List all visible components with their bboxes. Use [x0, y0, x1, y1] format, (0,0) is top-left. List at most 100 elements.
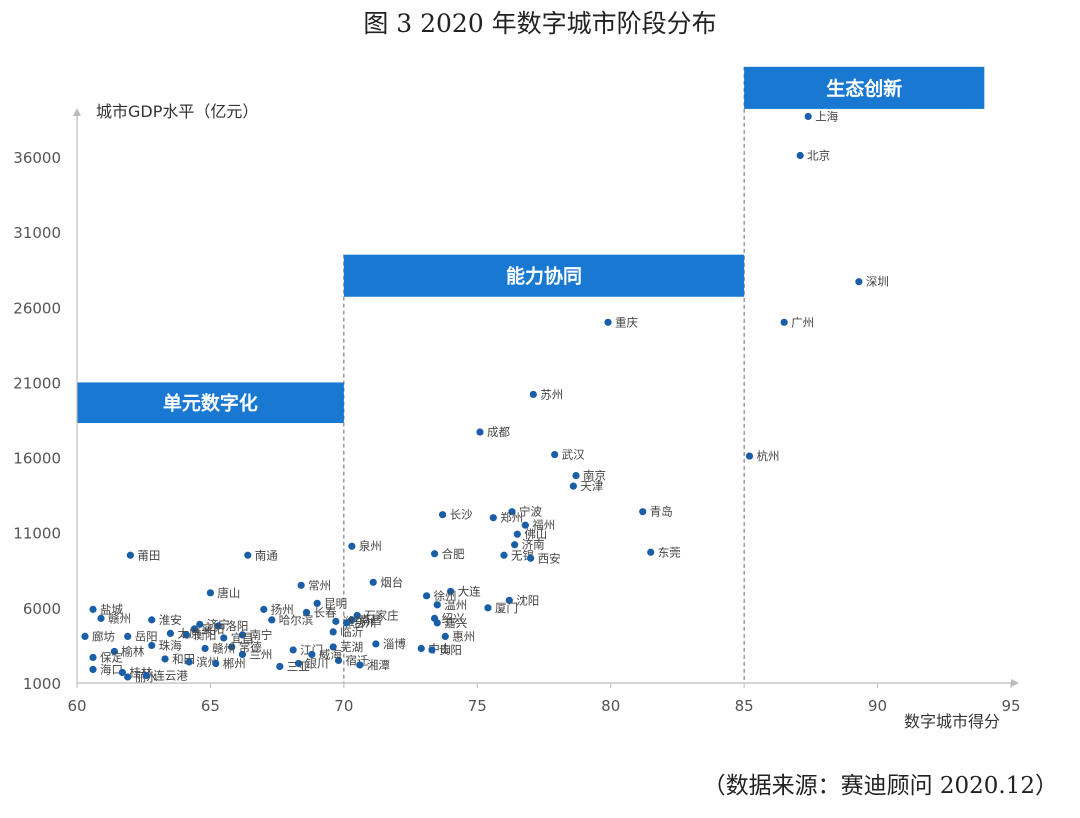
city-label: 合肥	[442, 547, 465, 561]
city-point	[182, 631, 191, 639]
city-label: 郴州	[223, 656, 246, 670]
city-point	[308, 650, 316, 659]
city-label: 东莞	[658, 545, 681, 559]
city-point	[511, 541, 519, 549]
city-point	[81, 632, 89, 641]
axis-layer: 60 65 70 75 80 85 90 95 1000 6000 11000 16000 21000 2…	[13, 102, 1020, 731]
city-label: 南宁	[249, 628, 272, 642]
city-point	[329, 643, 337, 651]
city-label: 银川	[305, 656, 328, 670]
city-point	[89, 605, 97, 613]
city-label: 福州	[532, 518, 555, 532]
stage-layer: 单元数字化 能力协同 生态创新	[77, 66, 985, 683]
city-point	[214, 622, 223, 630]
city-label: 淄博	[383, 637, 406, 651]
city-label: 佛山	[524, 527, 547, 541]
stage-label: 能力协同	[506, 265, 582, 288]
city-point	[572, 472, 580, 480]
chart-source: （数据来源：赛迪顾问 2020.12）	[702, 773, 1058, 799]
city-label: 深圳	[866, 275, 889, 289]
city-point	[428, 646, 436, 654]
city-point	[148, 641, 156, 650]
city-point	[855, 278, 863, 286]
city-label: 南京	[583, 469, 606, 483]
city-label: 临沂	[340, 625, 363, 639]
city-point	[161, 655, 169, 663]
city-point	[212, 659, 220, 668]
city-point	[124, 673, 132, 681]
city-label: 天津	[580, 479, 603, 493]
city-label: 威海	[319, 647, 342, 661]
city-point	[260, 605, 268, 613]
city-point	[513, 530, 521, 538]
city-point	[190, 625, 199, 633]
x-tick-label: 90	[868, 697, 887, 715]
city-label: 青岛	[650, 505, 673, 519]
city-point	[118, 668, 126, 677]
city-point	[508, 508, 516, 516]
x-axis-arrow	[1011, 679, 1019, 687]
city-label: 洛阳	[225, 619, 248, 633]
city-point	[430, 550, 439, 558]
city-label: 三亚	[287, 659, 310, 673]
city-label: 绍兴	[442, 611, 465, 625]
city-point	[417, 644, 425, 653]
x-tick-label: 95	[1001, 697, 1020, 715]
city-point	[745, 452, 754, 460]
city-point	[342, 619, 351, 627]
chart-title: 图 3 2020 年数字城市阶段分布	[363, 9, 717, 38]
city-point	[124, 632, 132, 641]
city-label: 徐州	[434, 589, 457, 603]
y-tick-label: 21000	[13, 374, 61, 392]
city-point	[329, 628, 337, 636]
city-label: 莆田	[137, 548, 160, 562]
city-point	[206, 589, 215, 597]
x-tick-label: 80	[601, 697, 620, 715]
city-point	[604, 318, 612, 326]
y-tick-label: 1000	[23, 675, 61, 693]
city-point	[220, 634, 228, 642]
city-label: 温州	[444, 598, 467, 612]
city-point	[289, 646, 297, 654]
x-tick-label: 70	[334, 697, 353, 715]
city-label: 珠海	[159, 638, 182, 652]
city-point	[529, 390, 537, 399]
x-tick-label: 75	[468, 697, 487, 715]
city-point	[110, 647, 118, 656]
city-label: 保定	[100, 650, 123, 664]
y-tick-label: 36000	[13, 149, 61, 167]
city-label: 贵阳	[439, 643, 462, 657]
city-label: 泉州	[359, 539, 382, 553]
city-label: 连云港	[153, 668, 188, 682]
city-point	[489, 514, 497, 522]
city-label: 襄阳	[201, 622, 224, 636]
city-point	[244, 551, 252, 559]
city-label: 衡阳	[193, 628, 216, 642]
city-point	[484, 604, 492, 612]
city-point	[438, 511, 447, 519]
city-label: 上海	[815, 109, 838, 123]
city-label: 常州	[308, 578, 331, 592]
city-point	[166, 629, 174, 638]
y-tick-label: 6000	[23, 600, 61, 618]
city-label: 成都	[487, 425, 510, 439]
city-point	[551, 450, 559, 459]
city-label: 苏州	[540, 387, 563, 401]
city-label: 嘉兴	[444, 616, 467, 630]
city-label: 南昌	[359, 613, 382, 627]
city-label: 榆林	[121, 644, 144, 658]
city-point	[505, 596, 513, 604]
city-label: 盐城	[100, 602, 123, 616]
city-point	[196, 620, 204, 628]
city-point	[126, 551, 134, 559]
city-point	[647, 548, 655, 556]
city-point	[521, 521, 529, 529]
x-axis-label: 数字城市得分	[904, 712, 1000, 731]
city-label: 南通	[255, 548, 278, 562]
stage-label: 生态创新	[826, 77, 902, 100]
city-point	[356, 661, 364, 669]
city-point	[294, 659, 303, 668]
y-tick-label: 16000	[13, 450, 61, 468]
